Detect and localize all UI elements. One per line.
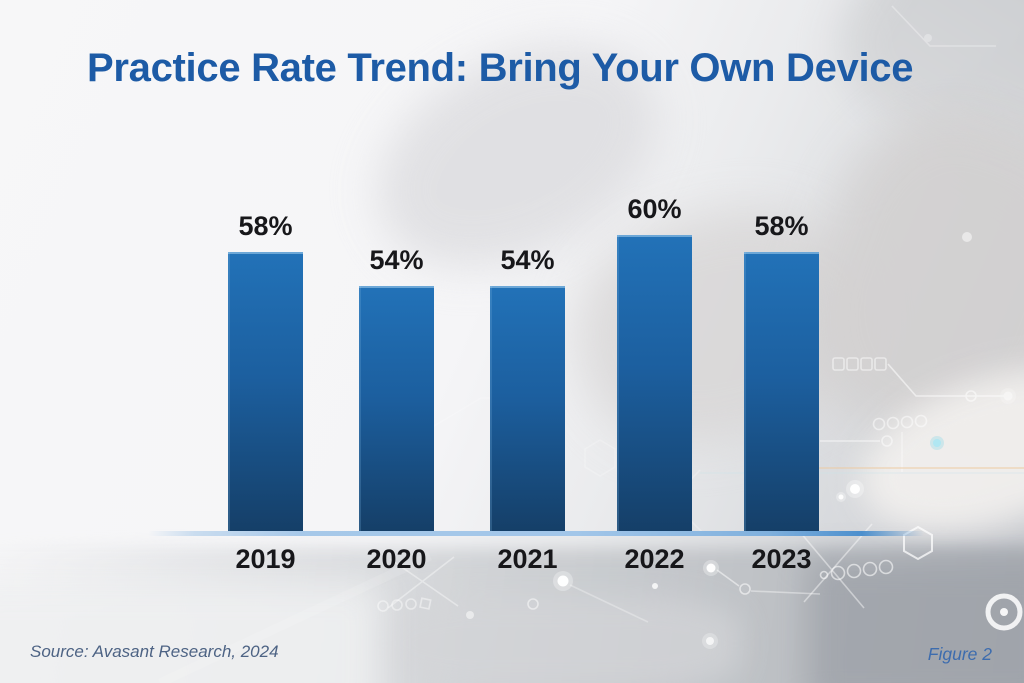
x-axis-label: 2021 xyxy=(497,544,558,574)
bar-2022 xyxy=(617,235,692,531)
bar-value-label: 58% xyxy=(754,211,809,241)
bar-value-label: 54% xyxy=(369,245,424,275)
source-note: Source: Avasant Research, 2024 xyxy=(30,642,279,661)
x-axis-line xyxy=(148,531,924,536)
bar-2021 xyxy=(490,286,565,531)
x-axis-label: 2023 xyxy=(751,544,812,574)
bar-2020 xyxy=(359,286,434,531)
figure-label: Figure 2 xyxy=(927,644,992,664)
chart-title: Practice Rate Trend: Bring Your Own Devi… xyxy=(87,46,914,90)
x-axis-label: 2019 xyxy=(235,544,296,574)
bar-2023 xyxy=(744,252,819,531)
bar-value-label: 60% xyxy=(627,194,682,224)
x-axis-label: 2022 xyxy=(624,544,685,574)
bar-value-label: 58% xyxy=(238,211,293,241)
x-axis-label: 2020 xyxy=(366,544,427,574)
bar-value-label: 54% xyxy=(500,245,555,275)
bar-2019 xyxy=(228,252,303,531)
